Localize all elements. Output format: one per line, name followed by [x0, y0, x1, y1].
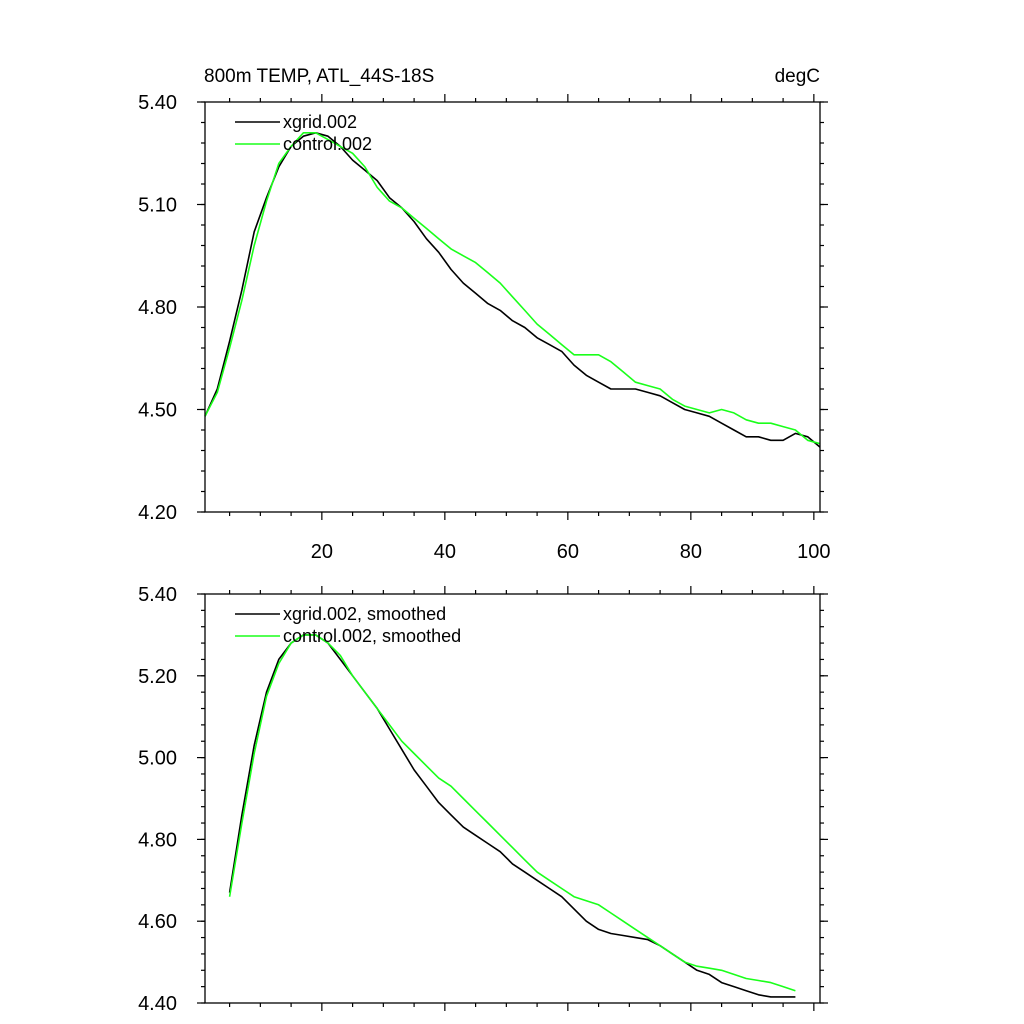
- x-tick-label: 40: [434, 541, 456, 563]
- y-tick-label: 5.40: [138, 92, 177, 114]
- y-tick-label: 5.20: [138, 666, 177, 688]
- chart-bottom: 4.40 4.60 4.80 5.00 5.20 5.40 xgrid.002, smoo…: [138, 584, 828, 1015]
- y-tick-label: 4.80: [138, 297, 177, 319]
- y-tick-label: 5.10: [138, 195, 177, 217]
- y-tick-label: 4.80: [138, 829, 177, 851]
- chart-title: 800m TEMP, ATL_44S-18S: [204, 66, 434, 87]
- x-tick-label: 60: [557, 541, 579, 563]
- y-tick-label: 4.20: [138, 502, 177, 524]
- y-tick-label: 5.40: [138, 584, 177, 606]
- x-tick-label: 20: [311, 541, 333, 563]
- y-tick-label: 4.50: [138, 400, 177, 422]
- chart-units: degC: [775, 66, 820, 87]
- y-tick-label: 5.00: [138, 748, 177, 770]
- legend-label: control.002: [283, 134, 372, 154]
- x-tick-label: 100: [797, 541, 830, 563]
- y-tick-label: 4.60: [138, 911, 177, 933]
- chart-top: 800m TEMP, ATL_44S-18S degC 4.20 4.50 4.80…: [138, 66, 830, 563]
- legend-label: control.002, smoothed: [283, 626, 461, 646]
- series-line-2: [204, 132, 821, 445]
- legend-label: xgrid.002: [283, 112, 357, 132]
- series-line-2: [228, 634, 796, 992]
- plot-frame: [204, 101, 821, 513]
- plot-frame: [204, 593, 821, 1004]
- legend-label: xgrid.002, smoothed: [283, 604, 446, 624]
- y-tick-label: 4.40: [138, 993, 177, 1015]
- x-tick-label: 80: [680, 541, 702, 563]
- series-line-1: [204, 132, 821, 448]
